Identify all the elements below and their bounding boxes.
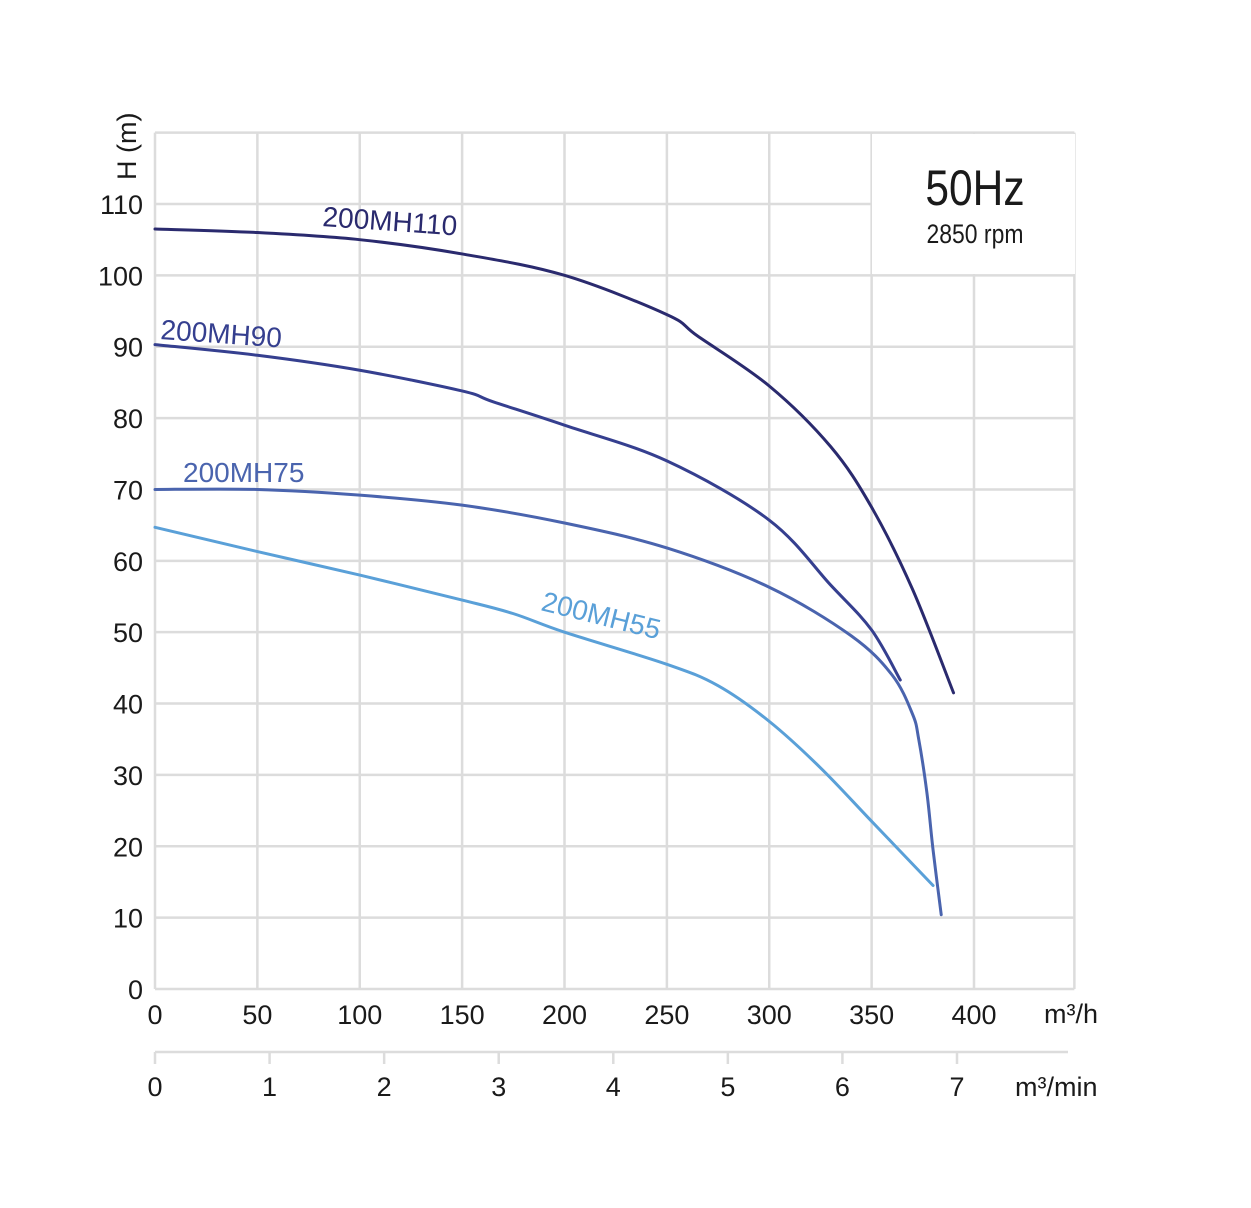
- y-tick-label: 110: [100, 190, 143, 220]
- x2-tick-label: 6: [835, 1072, 850, 1102]
- x-tick-label: 200: [542, 1000, 587, 1030]
- x-tick-label: 150: [440, 1000, 485, 1030]
- x-tick-label: 400: [951, 1000, 996, 1030]
- x2-tick-label: 4: [606, 1072, 621, 1102]
- x2-tick-label: 1: [262, 1072, 277, 1102]
- frequency-label: 50Hz: [925, 160, 1024, 216]
- curve-label-200MH55: 200MH55: [539, 586, 664, 645]
- curve-200MH55: [153, 525, 935, 888]
- y-tick-label: 0: [128, 975, 143, 1005]
- y-tick-label: 20: [113, 832, 143, 862]
- x2-tick-label: 3: [491, 1072, 506, 1102]
- y-tick-label: 80: [113, 404, 143, 434]
- x-tick-label: 350: [849, 1000, 894, 1030]
- x2-tick-label: 5: [720, 1072, 735, 1102]
- y-tick-label: 50: [113, 618, 143, 648]
- curve-200MH90: [153, 343, 902, 682]
- x2-axis-label: m³/min: [1015, 1072, 1098, 1102]
- curve-label-200MH75: 200MH75: [183, 457, 304, 488]
- x-axis-label: m³/h: [1044, 999, 1098, 1029]
- legend-box-background: [872, 134, 1075, 274]
- x2-tick-label: 2: [377, 1072, 392, 1102]
- y-axis-label: H (m): [112, 113, 142, 180]
- speed-label: 2850 rpm: [927, 219, 1024, 249]
- y-tick-label: 100: [98, 261, 143, 291]
- x-tick-label: 100: [337, 1000, 382, 1030]
- x2-tick-label: 0: [147, 1072, 162, 1102]
- y-tick-label: 90: [113, 333, 143, 363]
- y-tick-label: 10: [113, 904, 143, 934]
- y-tick-label: 70: [113, 475, 143, 505]
- curve-200MH75: [153, 487, 943, 917]
- x-tick-label: 0: [147, 1000, 162, 1030]
- curve-label-200MH110: 200MH110: [322, 201, 459, 241]
- y-tick-label: 30: [113, 761, 143, 791]
- y-tick-label: 60: [113, 547, 143, 577]
- curves: [153, 227, 956, 917]
- x-tick-label: 50: [242, 1000, 272, 1030]
- x-tick-label: 300: [747, 1000, 792, 1030]
- y-tick-label: 40: [113, 690, 143, 720]
- x-tick-label: 250: [644, 1000, 689, 1030]
- curve-200MH110: [153, 227, 956, 695]
- x2-tick-label: 7: [949, 1072, 964, 1102]
